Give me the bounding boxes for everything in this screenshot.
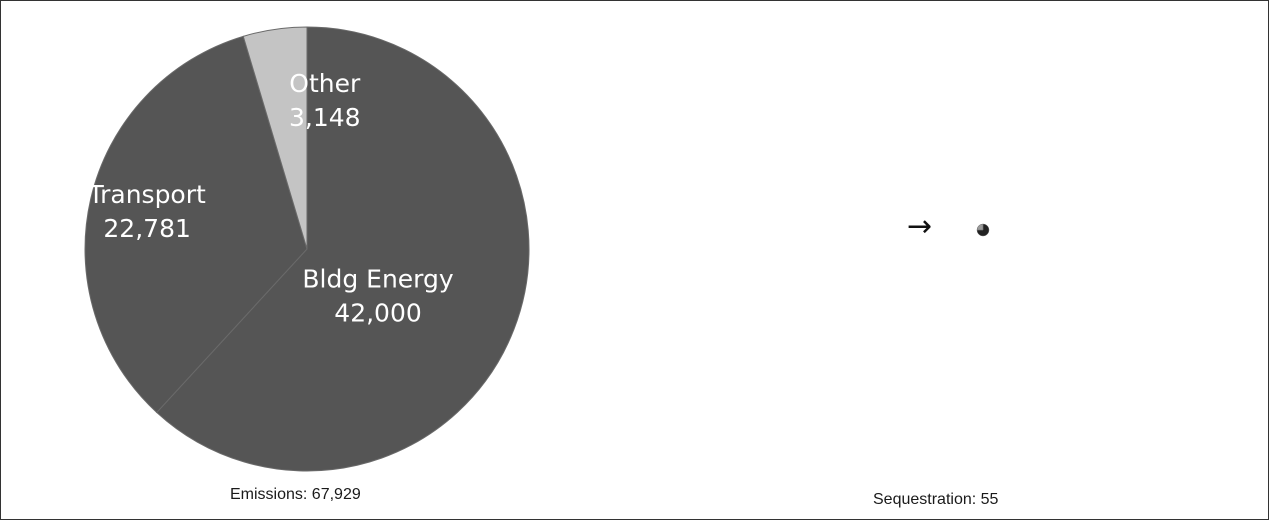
emissions-slice-value: 42,000: [334, 298, 421, 327]
emissions-caption: Emissions: 67,929: [230, 486, 361, 503]
emissions-slice-label: Bldg Energy: [302, 264, 454, 293]
emissions-slice-value: 3,148: [289, 103, 361, 132]
emissions-slice-0: [156, 26, 530, 472]
emissions-slice-1: [84, 35, 308, 414]
sequestration-slice-1: [976, 223, 984, 231]
sequestration-caption: Sequestration: 55: [873, 491, 999, 508]
emissions-slice-label: Other: [289, 69, 361, 98]
emissions-pie-chart: Bldg Energy 42,000 Transport 22,781 Other 3,1…: [84, 26, 530, 472]
emissions-slice-2: [242, 26, 308, 250]
right-arrow-icon: →: [907, 209, 933, 244]
sequestration-slice-0: [976, 223, 990, 237]
emissions-slice-value: 22,781: [103, 214, 190, 243]
emissions-slice-label: Transport: [88, 180, 207, 209]
sequestration-pie-chart: [976, 223, 990, 237]
